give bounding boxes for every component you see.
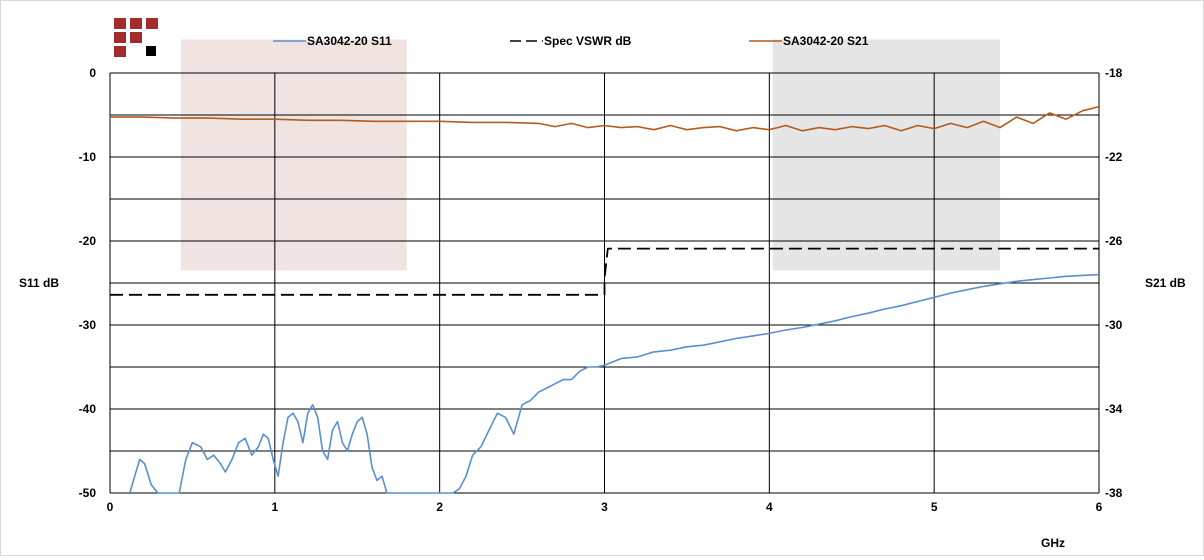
logo-square: [130, 18, 142, 29]
legend-label-2: SA3042-20 S21: [783, 34, 869, 48]
logo-square: [114, 46, 126, 57]
series-line-2: [110, 105, 1100, 132]
y-axis-label-left: S11 dB: [19, 276, 59, 290]
y-left-tick-label: 0: [89, 66, 96, 80]
series-layer: [110, 105, 1100, 494]
x-tick-label: 0: [107, 500, 114, 514]
x-tick-label: 5: [931, 500, 938, 514]
legend: SA3042-20 S11 Spec VSWR dB SA3042-20 S21: [273, 34, 869, 48]
band-1: [772, 39, 1001, 271]
series-line-1: [110, 247, 1099, 296]
x-tick-label: 3: [601, 500, 608, 514]
y-left-tick-label: -20: [79, 234, 97, 248]
y-right-tick-label: -22: [1105, 150, 1123, 164]
tick-labels: 0 1 2 3 4 5 6 0 -10 -20 -30 -40 -50 -18 -22 -26 -30 -34 -3…: [79, 66, 1123, 514]
logo-square: [146, 46, 156, 56]
y-left-tick-label: -50: [79, 486, 97, 500]
logo-square: [114, 32, 126, 43]
x-tick-label: 6: [1096, 500, 1103, 514]
series-line-0: [129, 273, 1100, 494]
grid-logo: [114, 18, 158, 57]
y-right-tick-label: -38: [1105, 486, 1123, 500]
logo-square: [114, 18, 126, 29]
legend-label-1: Spec VSWR dB: [544, 34, 632, 48]
y-left-tick-label: -30: [79, 318, 97, 332]
logo-square: [146, 18, 158, 29]
y-right-tick-label: -26: [1105, 234, 1123, 248]
y-left-tick-label: -40: [79, 402, 97, 416]
y-right-tick-label: -30: [1105, 318, 1123, 332]
highlight-bands: [180, 39, 1001, 271]
x-tick-label: 1: [271, 500, 278, 514]
y-right-tick-label: -18: [1105, 66, 1123, 80]
x-axis-label: GHz: [1041, 536, 1065, 550]
x-tick-label: 4: [766, 500, 773, 514]
y-axis-label-right: S21 dB: [1145, 276, 1186, 290]
legend-label-0: SA3042-20 S11: [307, 34, 392, 48]
y-right-tick-label: -34: [1105, 402, 1123, 416]
y-left-tick-label: -10: [79, 150, 97, 164]
band-0: [180, 39, 407, 271]
logo-square: [130, 32, 142, 43]
x-tick-label: 2: [436, 500, 443, 514]
